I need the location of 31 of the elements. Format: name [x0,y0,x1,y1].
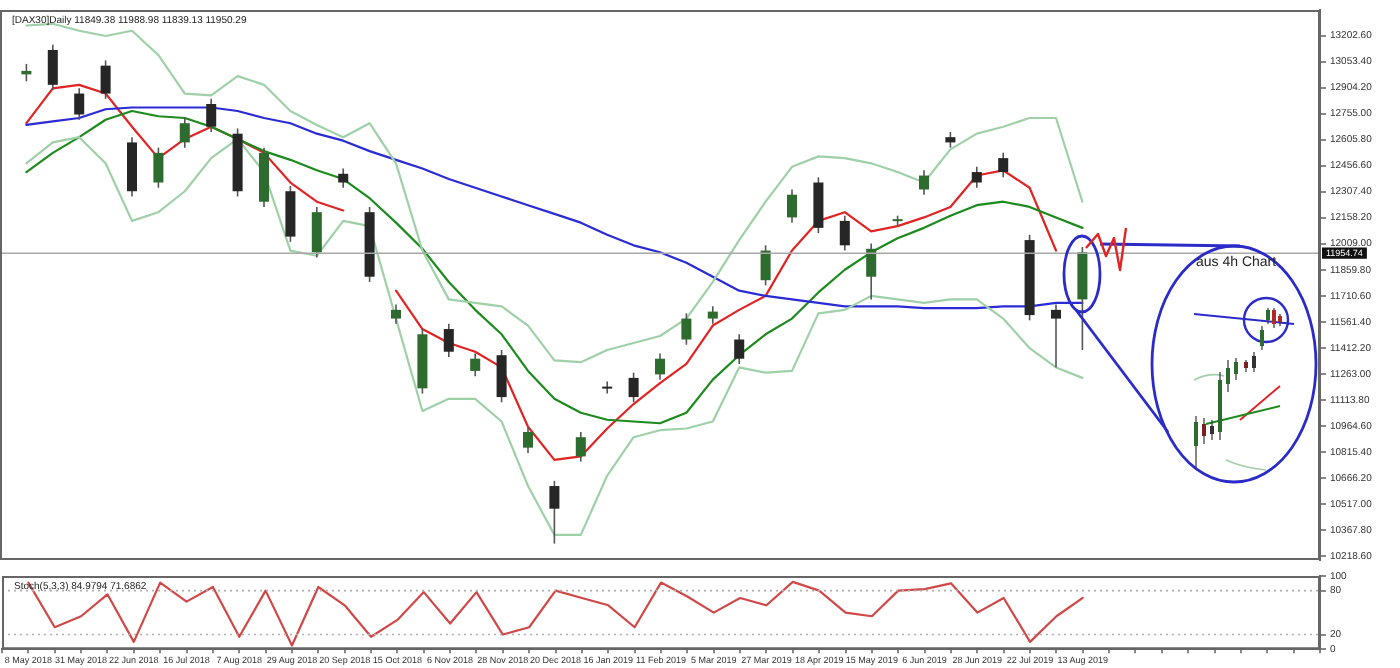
candlestick [496,349,507,404]
candlestick [285,185,296,243]
candlestick [681,312,692,346]
candlestick [839,214,850,252]
candlestick [338,167,349,189]
candlestick [311,206,322,259]
candlestick [602,380,613,395]
candlestick [549,480,560,545]
candlestick [813,176,824,234]
candlestick [47,43,58,91]
candlestick [74,87,85,121]
candlestick [575,431,586,463]
candlestick [390,303,402,325]
candlestick [628,371,639,404]
candlestick [1050,303,1062,369]
candlestick [786,188,798,224]
candlestick [998,152,1009,179]
candlestick [522,425,534,454]
candlestick [1077,246,1088,351]
candlestick [654,352,666,381]
candlestick [443,323,454,358]
candlestick [153,146,164,189]
candlestick [760,244,771,287]
candlestick [918,169,930,196]
candlestick [179,117,190,149]
candlestick [100,59,111,100]
candlestick [866,242,877,301]
candlestick [470,352,481,377]
candlestick [971,166,982,189]
candlestick [734,333,745,365]
candlestick [206,97,217,133]
